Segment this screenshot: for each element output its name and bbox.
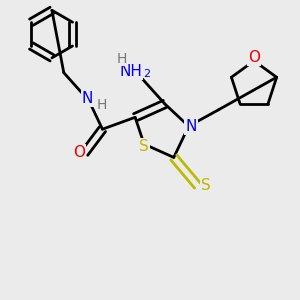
Text: 2: 2 xyxy=(143,69,151,79)
Text: S: S xyxy=(139,139,149,154)
Text: NH: NH xyxy=(119,64,142,79)
Text: S: S xyxy=(201,178,211,193)
Text: O: O xyxy=(248,50,260,65)
Text: N: N xyxy=(82,91,93,106)
Text: N: N xyxy=(185,119,197,134)
Text: H: H xyxy=(117,52,127,66)
Text: H: H xyxy=(96,98,107,112)
Text: O: O xyxy=(73,146,85,160)
